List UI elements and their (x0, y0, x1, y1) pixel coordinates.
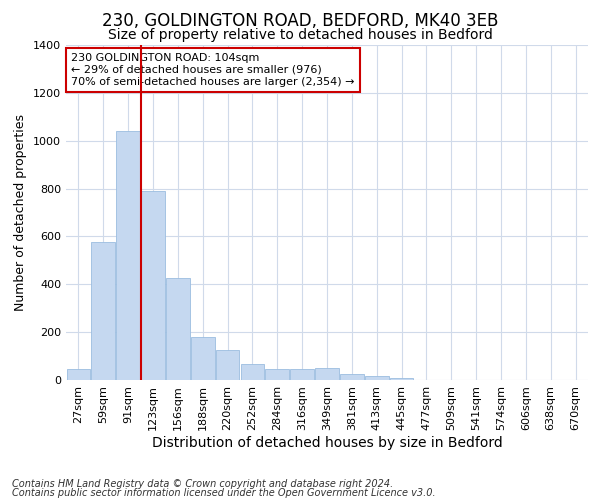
Text: Size of property relative to detached houses in Bedford: Size of property relative to detached ho… (107, 28, 493, 42)
Text: Contains public sector information licensed under the Open Government Licence v3: Contains public sector information licen… (12, 488, 436, 498)
Bar (116, 130, 140, 380)
Bar (340, 374, 364, 380)
Bar (191, 337, 215, 380)
Bar (290, 368, 314, 380)
Bar (166, 278, 190, 380)
Bar (265, 368, 289, 380)
Bar (390, 378, 413, 380)
Y-axis label: Number of detached properties: Number of detached properties (14, 114, 28, 311)
Bar (315, 368, 339, 380)
X-axis label: Distribution of detached houses by size in Bedford: Distribution of detached houses by size … (152, 436, 502, 450)
Bar (67, 368, 90, 380)
Text: Contains HM Land Registry data © Crown copyright and database right 2024.: Contains HM Land Registry data © Crown c… (12, 479, 393, 489)
Bar (91, 242, 115, 380)
Bar (141, 191, 165, 380)
Text: 230 GOLDINGTON ROAD: 104sqm
← 29% of detached houses are smaller (976)
70% of se: 230 GOLDINGTON ROAD: 104sqm ← 29% of det… (71, 54, 355, 86)
Text: 230, GOLDINGTON ROAD, BEDFORD, MK40 3EB: 230, GOLDINGTON ROAD, BEDFORD, MK40 3EB (102, 12, 498, 30)
Bar (365, 376, 389, 380)
Bar (241, 364, 264, 380)
Bar (216, 350, 239, 380)
